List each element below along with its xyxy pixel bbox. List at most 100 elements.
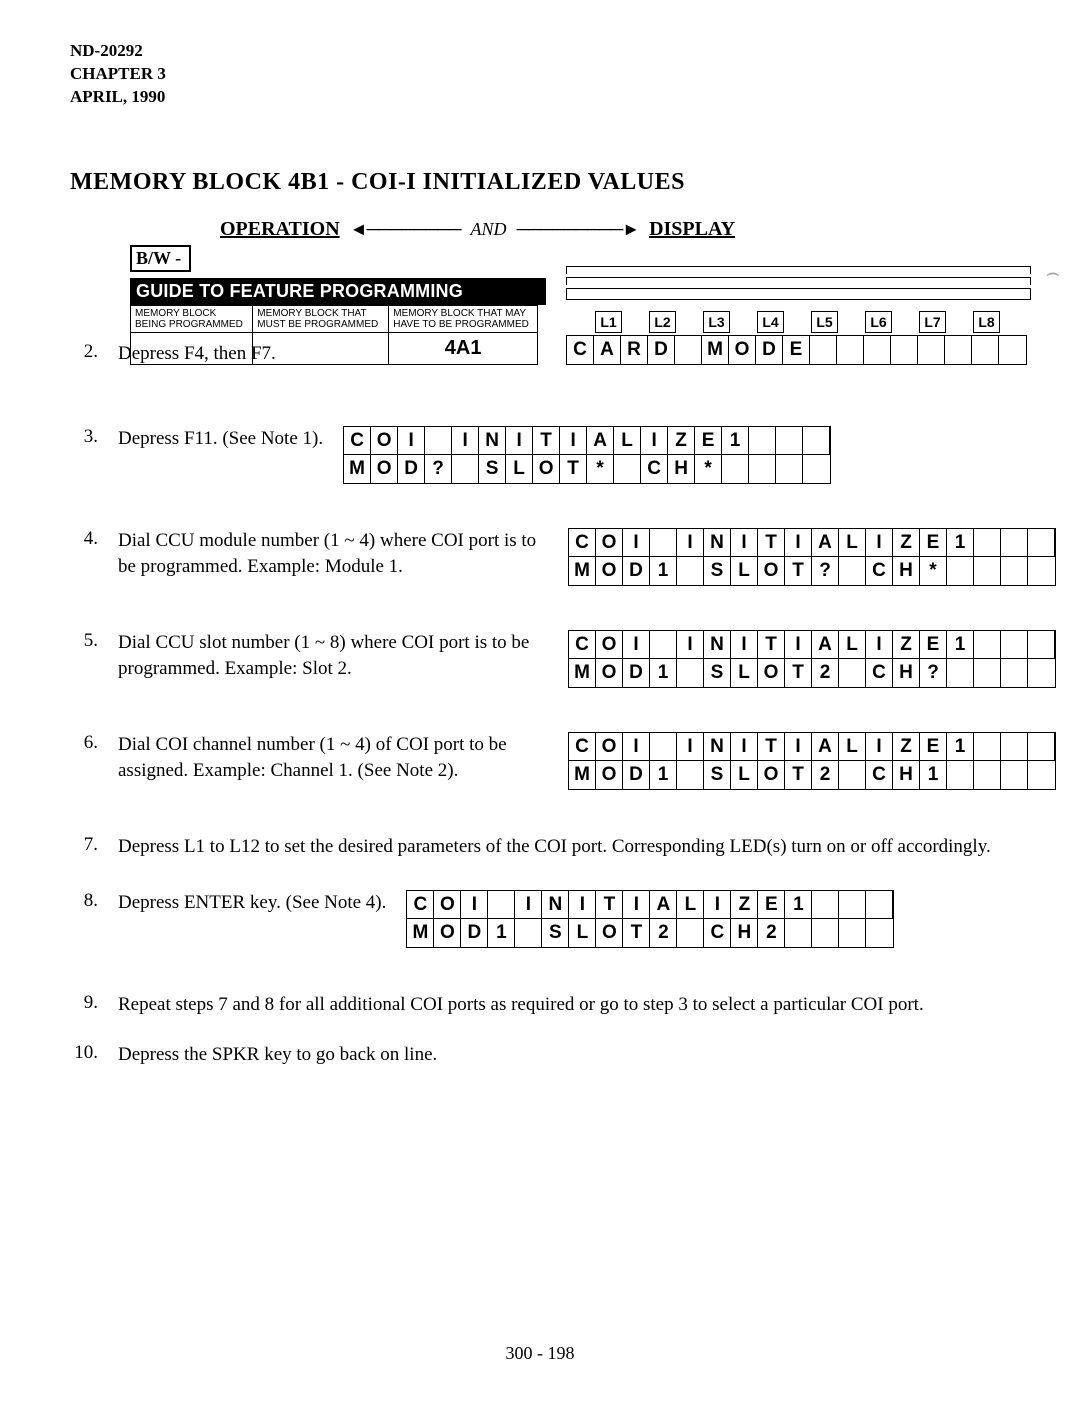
display-cell: I (641, 427, 668, 455)
display-cell: L (569, 919, 596, 947)
step-text: Dial CCU module number (1 ~ 4) where COI… (118, 528, 548, 579)
coi-display-grid: COIINITIALIZE1MOD1SLOT2CH1 (568, 732, 1056, 790)
display-cell: H (893, 659, 920, 687)
display-cell: I (785, 733, 812, 761)
display-cell: N (479, 427, 506, 455)
display-cell (515, 919, 542, 947)
display-cell: E (695, 427, 722, 455)
display-cell (947, 557, 974, 585)
display-cell (1028, 733, 1055, 761)
display-cell: 1 (650, 659, 677, 687)
display-cell: E (920, 631, 947, 659)
display-cell: L (839, 733, 866, 761)
arrow-left-icon: ◄──────── (350, 219, 461, 240)
display-cell: C (704, 919, 731, 947)
display-cell: N (704, 631, 731, 659)
display-cell: I (623, 891, 650, 919)
display-cell: O (596, 659, 623, 687)
display-cell: I (461, 891, 488, 919)
display-cell: L (731, 659, 758, 687)
display-cell: I (866, 733, 893, 761)
display-cell: T (785, 761, 812, 789)
display-cell: 1 (785, 891, 812, 919)
coi-display-grid: COIINITIALIZE1MOD1SLOT2CH? (568, 630, 1056, 688)
display-cell: D (623, 761, 650, 789)
guide-banner: GUIDE TO FEATURE PROGRAMMING (130, 278, 546, 305)
display-cell (1001, 557, 1028, 585)
l-label: L1 (595, 311, 622, 333)
l-labels-row: L1 L2 L3 L4 L5 L6 L7 L8 (568, 311, 1031, 333)
display-cell (722, 455, 749, 483)
display-cell (1028, 529, 1055, 557)
display-cell (839, 919, 866, 947)
display-cell: * (587, 455, 614, 483)
display-cell (974, 557, 1001, 585)
display-cell: L (839, 529, 866, 557)
display-cell: L (839, 631, 866, 659)
guide-col1-header: MEMORY BLOCK BEING PROGRAMMED (131, 305, 253, 332)
display-cell: I (677, 733, 704, 761)
and-label: AND (470, 219, 506, 240)
display-cell: L (677, 891, 704, 919)
display-cell: Z (731, 891, 758, 919)
display-cell: 1 (920, 761, 947, 789)
display-cell (1028, 557, 1055, 585)
display-cell: N (704, 733, 731, 761)
display-cell (837, 336, 864, 364)
coi-display-grid: COIINITIALIZE1MOD?SLOT*CH* (343, 426, 831, 484)
step-number: 2. (70, 341, 98, 363)
display-cell: H (893, 557, 920, 585)
display-cell (650, 733, 677, 761)
display-cell: E (920, 733, 947, 761)
display-cell (803, 427, 830, 455)
display-cell: O (729, 336, 756, 364)
card-mode-display: CARDMODE (566, 335, 1027, 365)
display-cell: I (866, 631, 893, 659)
display-cell: C (866, 761, 893, 789)
display-cell: H (893, 761, 920, 789)
display-cell (1028, 761, 1055, 789)
l-label: L6 (865, 311, 892, 333)
display-cell (947, 659, 974, 687)
display-cell: L (614, 427, 641, 455)
l-label: L7 (919, 311, 946, 333)
display-cell (839, 891, 866, 919)
display-cell (839, 761, 866, 789)
display-cell: M (407, 919, 434, 947)
display-cell (803, 455, 830, 483)
display-cell (810, 336, 837, 364)
display-cell: M (569, 659, 596, 687)
display-cell: M (344, 455, 371, 483)
display-cell (864, 336, 891, 364)
display-cell: 2 (758, 919, 785, 947)
display-cell: S (704, 659, 731, 687)
display-cell (839, 659, 866, 687)
display-cell: I (731, 733, 758, 761)
display-cell: 1 (947, 733, 974, 761)
display-cell (425, 427, 452, 455)
display-cell (866, 891, 893, 919)
display-cell: T (533, 427, 560, 455)
display-cell: A (587, 427, 614, 455)
display-cell (675, 336, 702, 364)
coi-display-grid: COIINITIALIZE1MOD1SLOT2CH2 (406, 890, 894, 948)
display-cell: 2 (650, 919, 677, 947)
doc-date: APRIL, 1990 (70, 86, 1020, 109)
display-cell: O (371, 455, 398, 483)
display-cell (974, 529, 1001, 557)
display-cell: O (434, 891, 461, 919)
display-cell: Z (893, 529, 920, 557)
bw-mode-label: B/W - (130, 245, 191, 272)
display-frame-line (566, 277, 1031, 285)
step-text: Depress the SPKR key to go back on line. (118, 1042, 437, 1068)
display-cell (1001, 631, 1028, 659)
step-number: 6. (70, 732, 98, 754)
display-frame-line (566, 266, 1031, 274)
display-cell (866, 919, 893, 947)
display-cell: O (434, 919, 461, 947)
display-cell: * (920, 557, 947, 585)
operation-display-header: OPERATION ◄──────── AND ─────────► DISPL… (130, 218, 1020, 241)
l-label: L8 (973, 311, 1000, 333)
step-number: 3. (70, 426, 98, 448)
display-cell (999, 336, 1026, 364)
